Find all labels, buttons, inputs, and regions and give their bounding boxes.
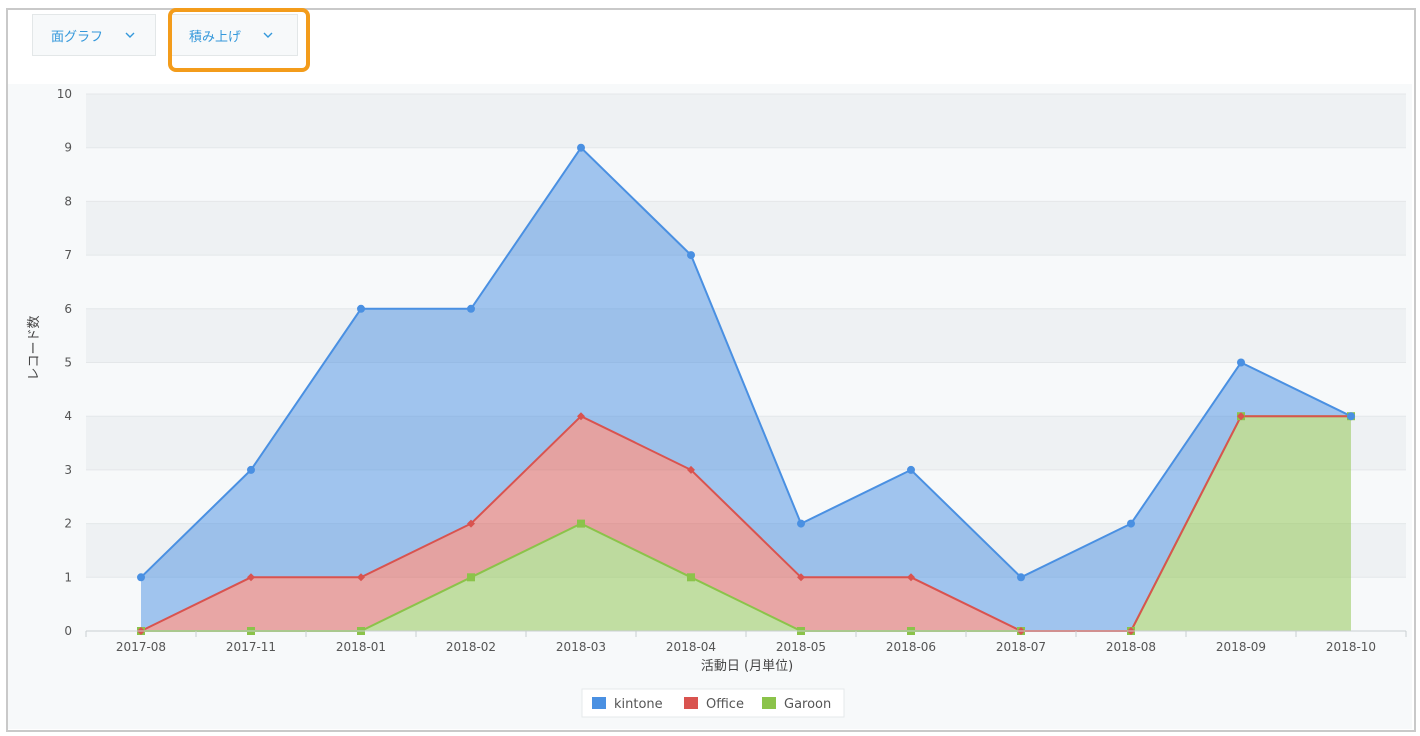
legend-swatch-garoon [762,697,776,709]
point-kintone[interactable] [797,519,805,528]
stack-mode-label: 積み上げ [189,29,242,45]
legend-swatch-office [684,697,698,709]
y-tick-label: 3 [64,463,72,477]
point-office[interactable] [577,412,585,421]
chevron-down-icon [125,32,135,38]
x-tick-label: 2018-03 [556,640,606,654]
y-tick-label: 6 [64,302,72,316]
x-tick-label: 2018-02 [446,640,496,654]
stack-mode-highlight [168,8,310,72]
point-kintone[interactable] [577,143,585,152]
y-tick-label: 2 [64,517,72,531]
series-line-office [140,414,1351,632]
x-axis: 2017-08 2017-11 2018-01 2018-02 2018-03 2018-… [85,630,1407,654]
y-tick-label: 1 [64,570,72,584]
chart-type-label: 面グラフ [51,29,104,45]
area-kintone [141,147,1351,631]
legend-box [581,688,845,718]
x-tick-label: 2018-09 [1216,640,1266,654]
y-axis: 0 1 2 3 4 5 6 7 8 9 10 [57,87,72,638]
grid-band [86,201,1406,256]
legend-label-office[interactable]: Office [706,697,744,712]
point-office[interactable] [1237,412,1245,421]
x-tick-label: 2018-01 [336,640,386,654]
x-tick-label: 2017-11 [226,640,276,654]
y-tick-label: 5 [64,356,72,370]
point-kintone[interactable] [247,465,255,474]
y-tick-label: 10 [57,87,72,101]
point-office[interactable] [687,465,695,474]
point-office[interactable] [357,573,365,582]
point-kintone[interactable] [1017,573,1025,582]
grid-band [86,94,1406,148]
y-tick-label: 4 [64,409,72,423]
chart-area: 2017-08 2017-11 2018-01 2018-02 2018-03 2018-… [8,84,1412,729]
point-kintone[interactable] [1237,358,1245,367]
x-tick-label: 2018-10 [1326,640,1376,654]
legend-label-kintone[interactable]: kintone [614,697,663,712]
point-garoon[interactable] [687,573,695,582]
chevron-down-icon [263,32,273,38]
legend-label-garoon[interactable]: Garoon [784,697,831,712]
point-garoon[interactable] [467,573,475,582]
legend-swatch-kintone [592,697,606,709]
x-tick-label: 2017-08 [116,640,166,654]
chart-type-dropdown[interactable]: 面グラフ [32,14,156,56]
y-tick-label: 8 [64,194,72,208]
point-kintone[interactable] [907,465,915,474]
stack-mode-dropdown[interactable]: 積み上げ [170,14,298,56]
x-tick-label: 2018-06 [886,640,936,654]
stacked-area-chart: 2017-08 2017-11 2018-01 2018-02 2018-03 2018-… [27,87,1407,718]
point-kintone[interactable] [357,304,365,313]
y-tick-label: 7 [64,248,72,262]
x-tick-label: 2018-05 [776,640,826,654]
chart-legend: kintone Office Garoon [581,688,845,718]
point-kintone[interactable] [137,573,145,582]
point-office[interactable] [247,573,255,582]
y-tick-label: 9 [64,141,72,155]
x-tick-label: 2018-08 [1106,640,1156,654]
grid-band [86,308,1406,363]
point-office[interactable] [797,573,805,582]
x-tick-label: 2018-07 [996,640,1046,654]
point-kintone[interactable] [1347,412,1355,421]
y-tick-label: 0 [64,624,72,638]
point-kintone[interactable] [1127,519,1135,528]
point-office[interactable] [907,573,915,582]
x-axis-title: 活動日 (月単位) [701,658,793,674]
point-kintone[interactable] [687,251,695,260]
series-line-kintone [140,146,1352,579]
point-kintone[interactable] [467,304,475,313]
point-office[interactable] [467,519,475,528]
x-tick-label: 2018-04 [666,640,716,654]
y-axis-title: レコード数 [27,315,42,380]
point-garoon[interactable] [577,519,585,528]
